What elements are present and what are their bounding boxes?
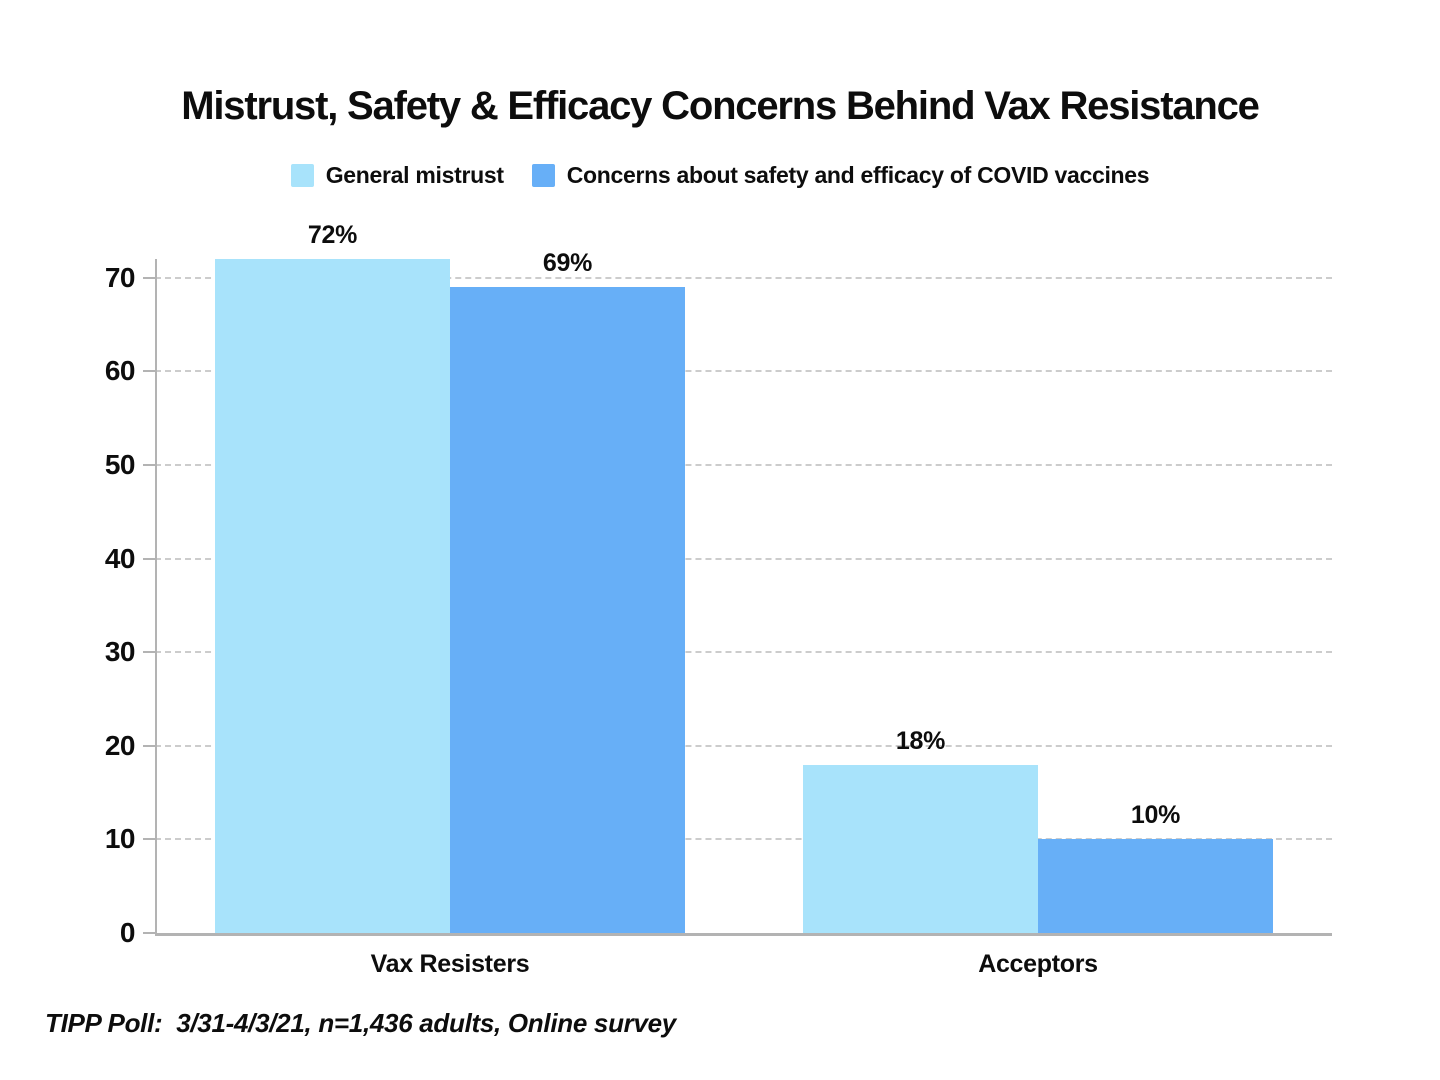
y-tick-label: 40 [104, 542, 136, 574]
y-tick-label: 0 [119, 917, 136, 948]
y-axis-tick [143, 557, 155, 560]
bar-value-label: 72% [307, 221, 358, 249]
y-gridline [155, 651, 1332, 654]
legend-item-general-mistrust: General mistrust [290, 162, 504, 189]
y-axis-tick [143, 651, 155, 654]
y-gridline [155, 838, 1332, 841]
bar-general-mistrust-vax-resisters [215, 259, 450, 933]
y-axis-tick [143, 463, 155, 466]
y-tick-label: 70 [104, 261, 136, 293]
bar-value-label: 10% [1130, 801, 1181, 830]
legend-label: Concerns about safety and efficacy of CO… [566, 162, 1150, 188]
y-axis-tick [143, 370, 155, 373]
legend-label: General mistrust [325, 162, 504, 188]
y-gridline [155, 276, 1332, 279]
bar-value-label: 18% [895, 726, 946, 755]
legend-swatch-icon [290, 164, 314, 187]
chart-title: Mistrust, Safety & Efficacy Concerns Beh… [181, 84, 1260, 128]
bar-value-label: 69% [542, 249, 593, 278]
y-tick-label: 20 [104, 729, 136, 761]
legend-item-safety-efficacy-concerns: Concerns about safety and efficacy of CO… [531, 162, 1150, 189]
y-axis-tick [143, 744, 155, 747]
y-axis-line [155, 259, 157, 936]
x-category-label: Vax Resisters [370, 950, 530, 978]
legend: General mistrust Concerns about safety a… [0, 162, 1440, 189]
y-tick-label: 30 [104, 636, 136, 668]
y-axis-tick [143, 838, 155, 841]
y-axis-tick [143, 932, 155, 934]
source-note: TIPP Poll: 3/31-4/3/21, n=1,436 adults, … [45, 1008, 676, 1038]
y-gridline [155, 557, 1332, 560]
y-tick-label: 60 [104, 355, 136, 387]
bar-concerns-about-vax-resisters [450, 287, 685, 933]
bar-general-mistrust-acceptors [803, 764, 1038, 933]
y-gridline [155, 370, 1332, 373]
y-axis-tick [143, 276, 155, 279]
bar-concerns-about-acceptors [1038, 839, 1273, 933]
x-category-label: Acceptors [978, 950, 1098, 978]
x-axis-line [155, 933, 1332, 936]
y-gridline [155, 463, 1332, 466]
y-gridline [155, 744, 1332, 747]
legend-swatch-icon [531, 164, 555, 187]
y-tick-label: 10 [104, 823, 136, 855]
y-tick-label: 50 [104, 448, 136, 480]
